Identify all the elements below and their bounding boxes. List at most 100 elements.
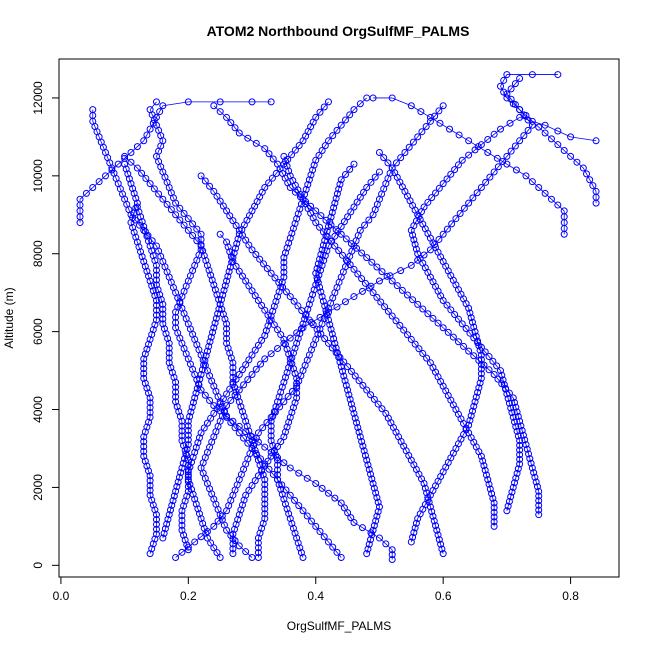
data-point [490, 370, 498, 378]
data-point [272, 170, 280, 178]
data-point [206, 182, 214, 190]
data-point [293, 339, 301, 347]
data-point [414, 250, 422, 258]
data-point [151, 321, 159, 329]
data-point [261, 505, 269, 513]
series-17 [159, 98, 332, 542]
data-point [182, 450, 190, 458]
series-line-segment [430, 117, 450, 130]
data-point [309, 291, 317, 299]
data-point [172, 388, 180, 396]
data-point [411, 240, 419, 248]
data-point [252, 139, 260, 147]
data-point [138, 169, 146, 177]
data-point [152, 511, 160, 519]
series-line-segment [334, 179, 342, 204]
series-line-segment [487, 152, 508, 165]
data-point [267, 437, 275, 445]
data-point [502, 384, 510, 392]
series-line-segment [245, 475, 259, 496]
data-point [474, 143, 482, 151]
data-point [172, 554, 180, 562]
data-point [356, 193, 364, 201]
data-point [207, 414, 215, 422]
data-point [541, 121, 549, 129]
data-point [295, 502, 303, 510]
data-point [143, 131, 151, 139]
data-point [425, 498, 433, 506]
data-point [312, 281, 320, 289]
data-point [261, 145, 269, 153]
data-point [356, 100, 364, 108]
data-point [458, 320, 466, 328]
data-point [289, 224, 297, 232]
data-point [351, 372, 359, 380]
data-point [541, 129, 549, 137]
data-point [248, 351, 256, 359]
data-point [152, 301, 160, 309]
data-point [314, 260, 322, 268]
data-point [380, 154, 388, 162]
data-point [192, 444, 200, 451]
data-point [535, 184, 543, 192]
data-point [465, 137, 473, 145]
data-point [277, 388, 285, 396]
data-point [280, 495, 288, 503]
data-point [175, 473, 183, 481]
data-point [383, 272, 391, 280]
data-point [197, 172, 205, 180]
data-point [243, 422, 251, 430]
data-point [267, 98, 275, 106]
data-point [333, 303, 341, 311]
data-point [535, 492, 543, 500]
data-point [194, 505, 202, 513]
data-point [503, 160, 511, 168]
data-point [454, 161, 462, 169]
data-point [299, 320, 307, 328]
data-point [361, 279, 369, 287]
data-point [210, 187, 218, 195]
data-point [528, 464, 536, 472]
data-point [535, 501, 543, 509]
data-point [283, 505, 291, 513]
data-point [327, 213, 335, 221]
data-point [451, 166, 459, 174]
data-point [254, 456, 262, 464]
data-point [317, 251, 325, 259]
data-point [146, 335, 154, 343]
data-point [140, 137, 148, 145]
data-point [275, 481, 283, 488]
data-point [216, 197, 224, 205]
series-line-segment [347, 389, 355, 414]
data-point [372, 489, 380, 497]
data-point [489, 357, 497, 365]
data-point [211, 319, 219, 327]
data-point [189, 220, 197, 228]
data-point [516, 455, 524, 463]
data-point [189, 490, 197, 498]
data-point [178, 548, 186, 556]
data-point [293, 394, 301, 402]
data-point [129, 214, 137, 222]
data-point [278, 383, 286, 391]
data-point [344, 213, 352, 221]
data-point [203, 419, 211, 427]
data-point [145, 389, 153, 397]
series-line-segment [251, 335, 266, 356]
data-point [213, 549, 221, 557]
data-point [435, 184, 443, 192]
data-point [140, 365, 148, 373]
data-point [152, 530, 160, 538]
data-point [140, 433, 148, 441]
series-line-segment [500, 370, 508, 395]
data-point [302, 310, 310, 318]
series-line-segment [175, 467, 183, 492]
data-point [554, 201, 562, 209]
data-point [250, 442, 258, 450]
data-point [560, 147, 568, 155]
data-point [283, 423, 291, 431]
data-point [244, 376, 252, 384]
data-point [286, 413, 294, 421]
data-point [403, 331, 411, 339]
data-point [210, 409, 218, 417]
